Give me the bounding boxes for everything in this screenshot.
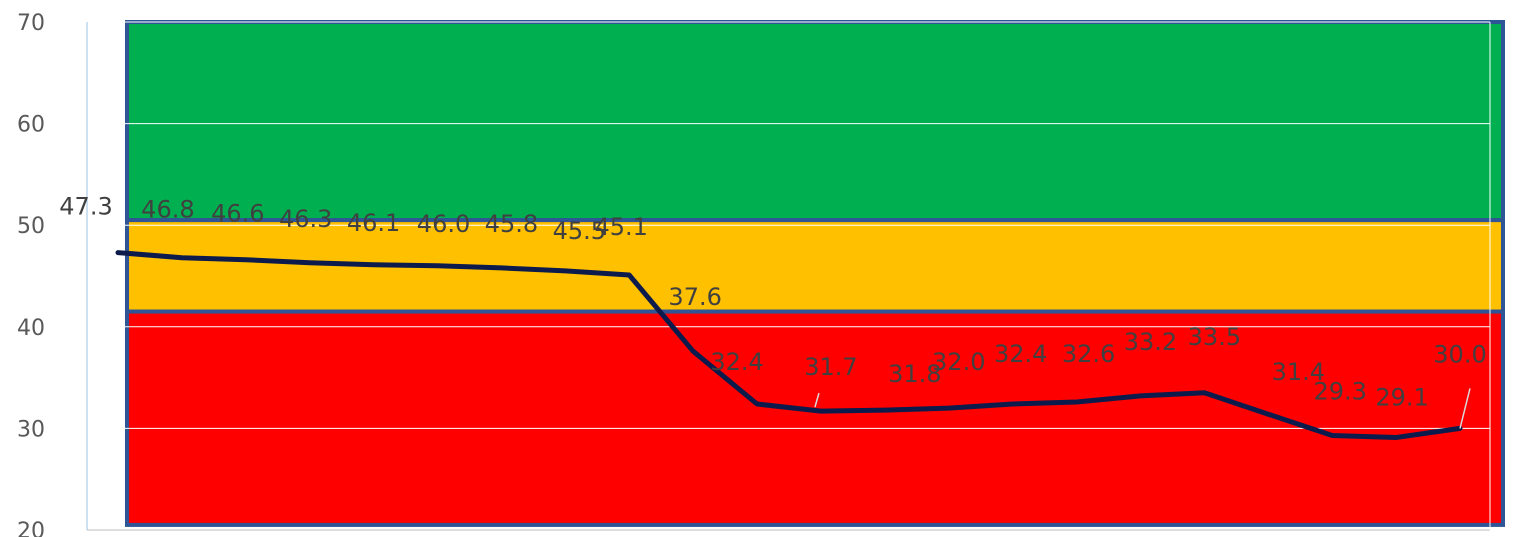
y-tick-label: 50 [17, 214, 45, 239]
data-label: 31.4 [1272, 358, 1325, 386]
data-label: 47.3 [59, 193, 112, 221]
data-point [1139, 394, 1142, 397]
data-point [1011, 403, 1014, 406]
gridlines [87, 21, 1490, 531]
data-point [117, 251, 119, 254]
label-leader-line [1459, 388, 1471, 429]
data-label: 46.8 [141, 196, 194, 224]
data-point [500, 266, 503, 269]
data-label: 32.4 [994, 340, 1047, 368]
data-label: 46.1 [347, 209, 400, 237]
data-point [244, 258, 247, 261]
data-label: 45.8 [485, 210, 538, 238]
data-point [692, 350, 695, 353]
data-label: 45.5 [553, 217, 606, 245]
data-point [1203, 391, 1206, 394]
data-label: 32.6 [1062, 340, 1115, 368]
series-line [115, 250, 1463, 440]
data-label: 32.4 [710, 348, 763, 376]
data-label: 29.1 [1375, 384, 1428, 412]
y-tick-label: 60 [17, 113, 45, 138]
data-point [1331, 434, 1334, 437]
data-point [883, 409, 886, 412]
data-point [308, 261, 311, 264]
data-point [436, 264, 439, 267]
label-leader-line [814, 392, 820, 408]
data-label: 46.3 [279, 205, 332, 233]
data-labels: 47.3 46.8 46.6 46.3 46.1 46.0 45.8 45.545.1 37.6… [59, 193, 1487, 429]
series-line-path [115, 250, 1463, 440]
data-label: 30.0 [1433, 340, 1486, 368]
y-tick-label: 20 [17, 519, 45, 537]
data-label: 45.1 [595, 213, 648, 241]
data-point [564, 269, 567, 272]
data-label: 46.0 [417, 210, 470, 238]
data-label: 31.7 [804, 353, 857, 381]
threshold-bands [125, 20, 1505, 527]
data-label: 31.8 [888, 360, 941, 388]
data-point [1267, 413, 1270, 416]
data-label: 32.0 [932, 348, 985, 376]
y-axis: 20 30 40 50 60 70 [17, 11, 1491, 537]
y-tick-label: 70 [17, 11, 45, 36]
band-low [125, 309, 1505, 527]
y-tick-label: 30 [17, 417, 45, 442]
band-high [125, 20, 1505, 223]
data-point [1395, 436, 1398, 439]
data-label: 37.6 [668, 283, 721, 311]
data-point [628, 273, 631, 276]
data-label: 33.5 [1188, 323, 1241, 351]
data-point [756, 403, 759, 406]
data-point [180, 256, 183, 259]
data-point [1075, 400, 1078, 403]
data-point [947, 407, 950, 410]
data-point [819, 410, 822, 413]
data-label: 29.3 [1313, 378, 1366, 406]
data-point [372, 263, 375, 266]
y-tick-label: 40 [17, 316, 45, 341]
data-label: 33.2 [1124, 328, 1177, 356]
data-label: 46.6 [211, 200, 264, 228]
